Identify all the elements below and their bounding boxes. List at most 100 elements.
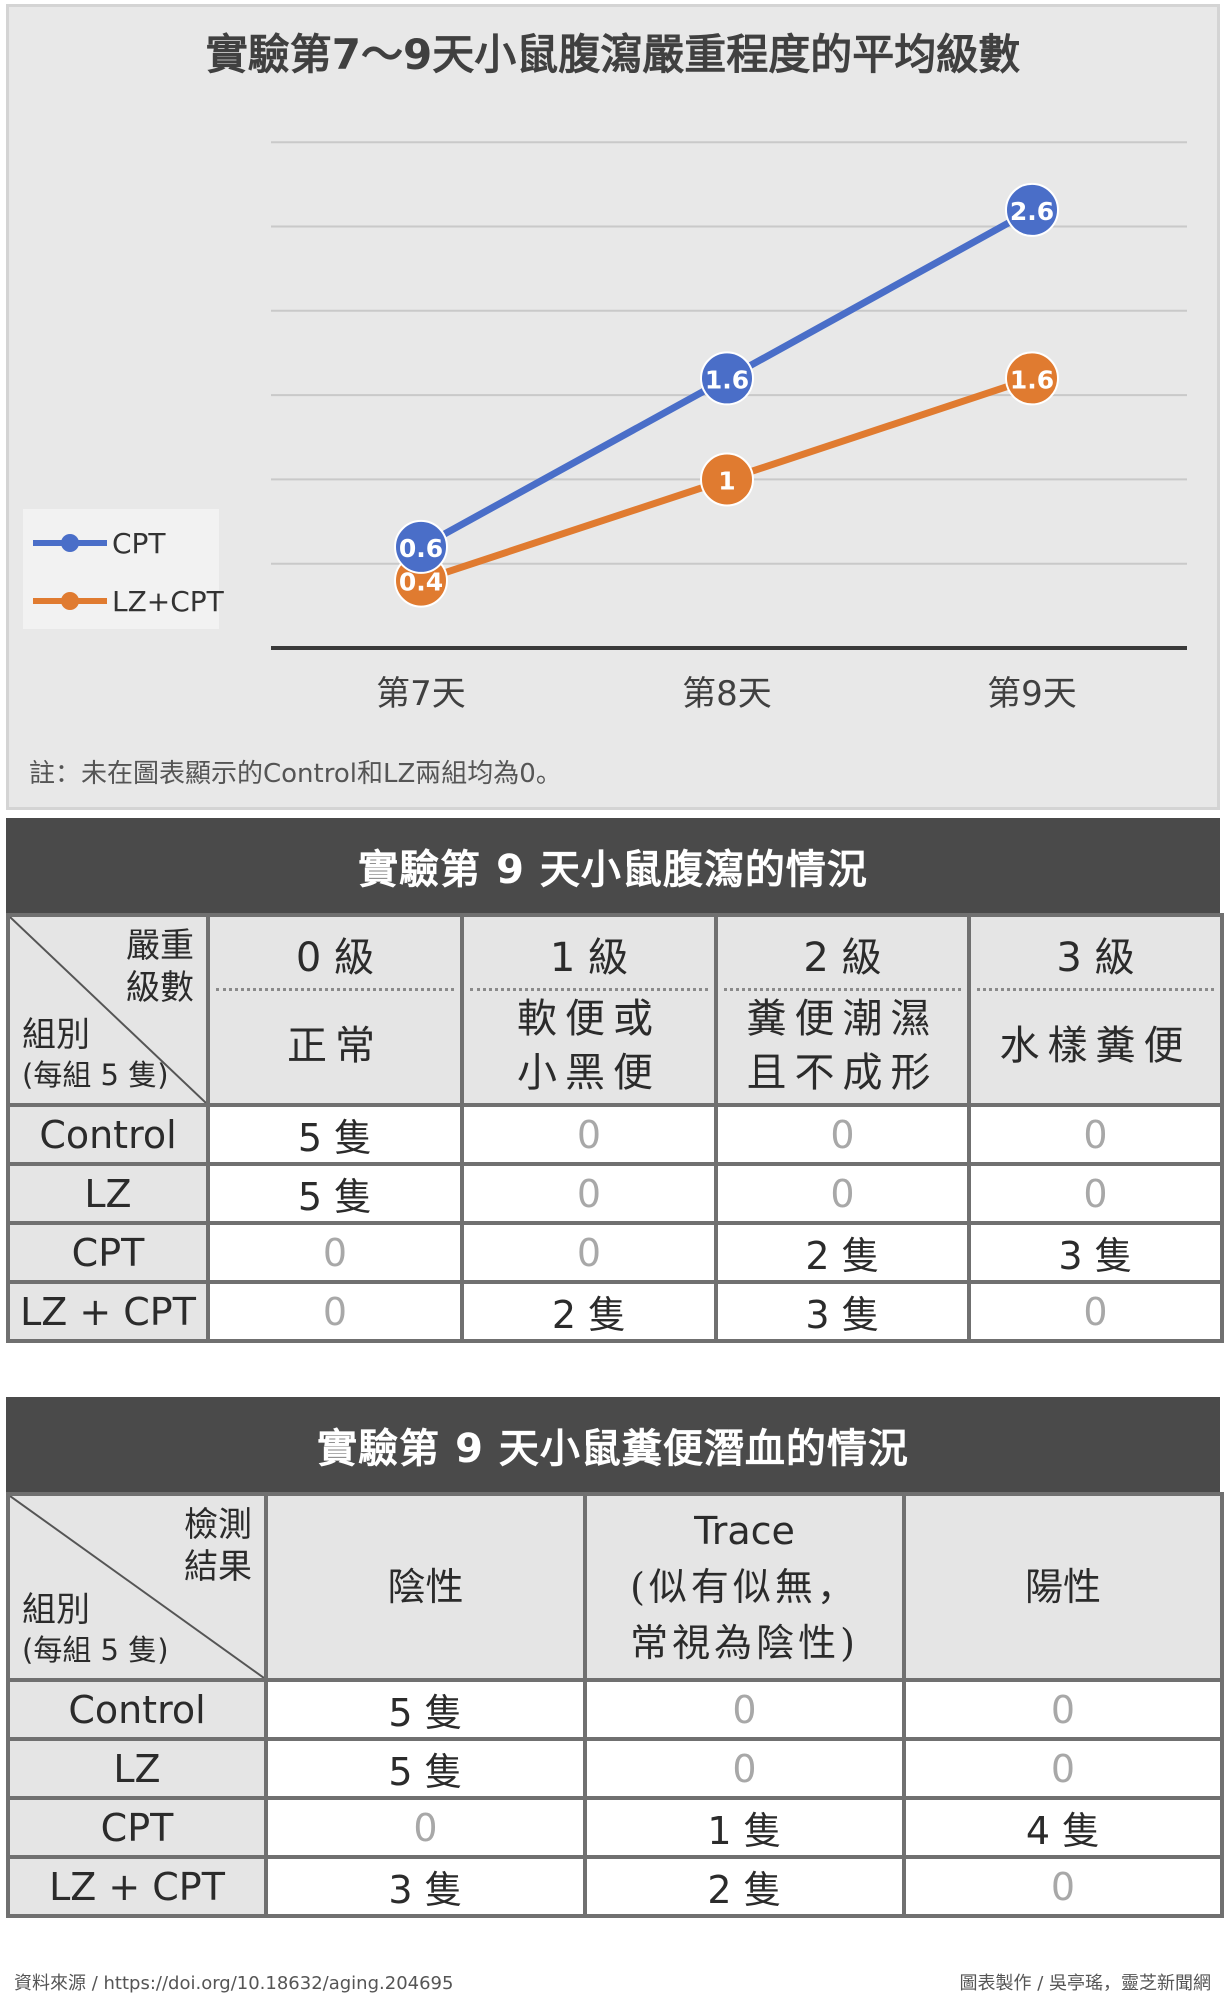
x-tick-label: 第9天 [987, 674, 1077, 714]
grade-desc: 軟便或 [517, 996, 661, 1042]
corner-top-line: 檢測 [184, 1505, 252, 1545]
legend-label: LZ+CPT [112, 585, 225, 618]
column-label: (似有似無， [630, 1565, 859, 1609]
data-label: 1 [718, 467, 735, 496]
grade-3-header: 3 級 水樣糞便 [967, 913, 1224, 1107]
grade-level: 2 級 [724, 919, 961, 991]
corner-bottom-sub: (每組 5 隻) [22, 1633, 169, 1667]
legend-swatch-marker [61, 592, 79, 610]
row-group-label: LZ [6, 1162, 210, 1225]
table-cell: 2 隻 [583, 1855, 906, 1918]
corner-top-line: 結果 [184, 1547, 252, 1587]
corner-bottom-label: 組別 [22, 1015, 90, 1055]
column-negative-header: 陰性 [264, 1492, 587, 1682]
table-cell: 0 [967, 1103, 1224, 1166]
table-cell: 0 [902, 1855, 1224, 1918]
corner-bottom-label: 組別 [22, 1590, 90, 1630]
credit-footer: 圖表製作 / 吳亭瑤，靈芝新聞網 [959, 1973, 1211, 1994]
grade-0-header: 0 級 正常 [206, 913, 464, 1107]
chart-panel: 實驗第7～9天小鼠腹瀉嚴重程度的平均級數 第7天 第8天 第9天 0.4 1 1.6 0.… [6, 4, 1220, 810]
table2-corner: 檢測 結果 組別 (每組 5 隻) [6, 1492, 268, 1682]
table-cell: 3 隻 [264, 1855, 587, 1918]
legend-box [23, 509, 219, 629]
table-cell: 3 隻 [967, 1221, 1224, 1284]
table-cell: 5 隻 [264, 1737, 587, 1800]
grade-desc: 水樣糞便 [999, 1023, 1192, 1069]
column-trace-header: Trace (似有似無， 常視為陰性) [583, 1492, 906, 1682]
table-cell: 0 [583, 1678, 906, 1741]
grade-desc: 正常 [287, 1023, 383, 1069]
grade-level: 0 級 [216, 919, 454, 991]
column-label: 陽性 [1024, 1565, 1101, 1609]
data-point [700, 351, 754, 406]
table-cell: 0 [902, 1678, 1224, 1741]
table-cell: 5 隻 [206, 1162, 464, 1225]
data-label: 2.6 [1010, 197, 1054, 226]
corner-top-line: 級數 [126, 968, 194, 1008]
row-group-label: LZ + CPT [6, 1280, 210, 1343]
table-cell: 0 [460, 1221, 718, 1284]
table1-title: 實驗第 9 天小鼠腹瀉的情況 [6, 818, 1220, 913]
row-group-label: Control [6, 1678, 268, 1741]
table-cell: 5 隻 [264, 1678, 587, 1741]
source-footer: 資料來源 / https://doi.org/10.18632/aging.20… [14, 1973, 454, 1994]
data-point [700, 452, 754, 507]
data-point [1005, 182, 1059, 237]
x-tick-label: 第7天 [376, 674, 466, 714]
row-group-label: CPT [6, 1796, 268, 1859]
diarrhea-table: 嚴重 級數 組別 (每組 5 隻) 0 級 正常 1 級 軟便或小黑便 2 級 糞便… [6, 913, 1224, 1343]
grade-2-header: 2 級 糞便潮濕且不成形 [714, 913, 971, 1107]
table-cell: 0 [714, 1103, 971, 1166]
row-group-label: Control [6, 1103, 210, 1166]
table-cell: 0 [206, 1221, 464, 1284]
grade-desc: 小黑便 [517, 1050, 661, 1096]
table-cell: 0 [902, 1737, 1224, 1800]
grade-level: 3 級 [977, 919, 1214, 991]
occult-blood-table: 檢測 結果 組別 (每組 5 隻) 陰性 Trace (似有似無， 常視為陰性) 陽… [6, 1492, 1224, 1918]
column-label: 陰性 [387, 1565, 464, 1609]
column-label: Trace [694, 1509, 795, 1553]
row-group-label: LZ + CPT [6, 1855, 268, 1918]
table-cell: 0 [967, 1162, 1224, 1225]
line-chart: 實驗第7～9天小鼠腹瀉嚴重程度的平均級數 第7天 第8天 第9天 0.411.60.… [23, 30, 1187, 789]
row-group-label: CPT [6, 1221, 210, 1284]
data-label: 1.6 [705, 365, 749, 394]
table-cell: 0 [714, 1162, 971, 1225]
row-group-label: LZ [6, 1737, 268, 1800]
grade-desc: 且不成形 [746, 1050, 939, 1096]
grade-level: 1 級 [470, 919, 708, 991]
corner-top-line: 嚴重 [126, 926, 194, 966]
x-tick-label: 第8天 [682, 674, 772, 714]
column-label: 常視為陰性) [630, 1621, 859, 1665]
data-label: 0.6 [399, 534, 443, 563]
chart-title: 實驗第7～9天小鼠腹瀉嚴重程度的平均級數 [206, 30, 1020, 79]
table-cell: 0 [206, 1280, 464, 1343]
table-cell: 0 [967, 1280, 1224, 1343]
table-cell: 4 隻 [902, 1796, 1224, 1859]
table-cell: 1 隻 [583, 1796, 906, 1859]
table-cell: 0 [460, 1162, 718, 1225]
table-cell: 2 隻 [460, 1280, 718, 1343]
table-cell: 0 [460, 1103, 718, 1166]
table1-corner: 嚴重 級數 組別 (每組 5 隻) [6, 913, 210, 1107]
corner-bottom-sub: (每組 5 隻) [22, 1058, 169, 1092]
data-point [394, 519, 448, 574]
legend-label: CPT [112, 527, 166, 560]
table-cell: 0 [583, 1737, 906, 1800]
chart-note: 註：未在圖表顯示的Control和LZ兩組均為0。 [29, 759, 562, 789]
grade-1-header: 1 級 軟便或小黑便 [460, 913, 718, 1107]
table2-title: 實驗第 9 天小鼠糞便潛血的情況 [6, 1397, 1220, 1492]
legend-swatch-marker [61, 534, 79, 552]
data-label: 1.6 [1010, 365, 1054, 394]
grade-desc: 糞便潮濕 [746, 996, 939, 1042]
data-point [1005, 351, 1059, 406]
table-cell: 3 隻 [714, 1280, 971, 1343]
